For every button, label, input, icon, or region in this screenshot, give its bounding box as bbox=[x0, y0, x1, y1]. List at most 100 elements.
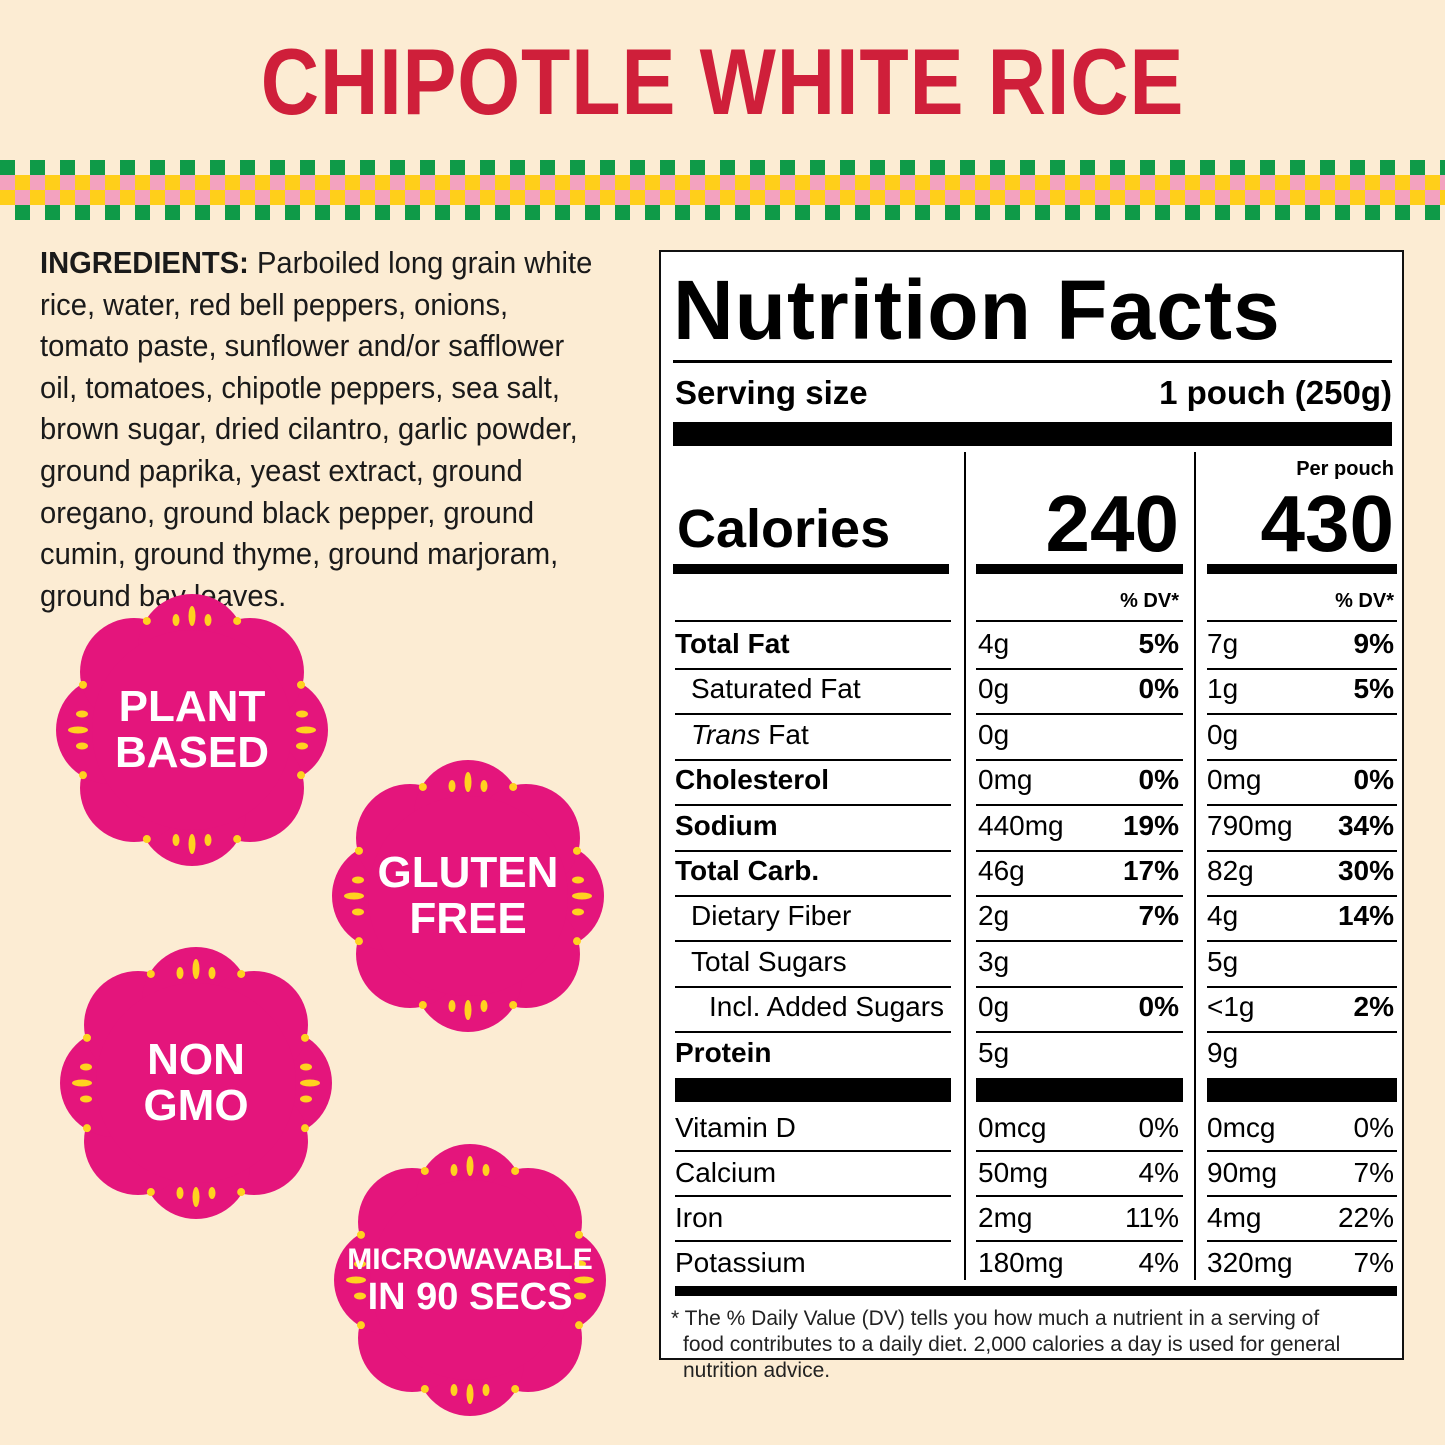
nutrient-label: Sodium bbox=[675, 809, 778, 841]
nutrient-label: Protein bbox=[675, 1036, 772, 1068]
flower-badge-shape bbox=[332, 760, 604, 1032]
row-divider bbox=[1207, 940, 1397, 943]
row-divider bbox=[976, 1031, 1183, 1034]
pouch-amount: 0mg bbox=[1207, 764, 1262, 796]
pouch-amount: <1g bbox=[1207, 991, 1255, 1023]
serving-dv: 5% bbox=[1138, 628, 1179, 659]
serving-dv: 17% bbox=[1122, 855, 1179, 886]
row-divider bbox=[675, 940, 951, 943]
pouch-dv: 0% bbox=[1353, 764, 1394, 796]
row-divider bbox=[976, 849, 1183, 852]
serving-amount: 0mg bbox=[978, 764, 1033, 796]
row-divider bbox=[1207, 1150, 1397, 1152]
badge-line1: GLUTEN bbox=[377, 848, 559, 897]
nutrient-label: Total Carb. bbox=[675, 855, 820, 886]
row-divider bbox=[976, 668, 1183, 670]
nutrition-title: Nutrition Facts bbox=[673, 263, 1281, 357]
calories-label: Calories bbox=[677, 499, 891, 559]
row-divider bbox=[976, 985, 1183, 988]
serving-amount: 0g bbox=[978, 718, 1010, 750]
flower-badge-shape bbox=[334, 1144, 606, 1416]
pouch-amount: 82g bbox=[1207, 855, 1254, 886]
row-divider bbox=[1207, 620, 1397, 622]
row-divider bbox=[1207, 668, 1397, 670]
serving-size-value: 1 pouch (250g) bbox=[1159, 374, 1392, 411]
badge-line2: IN 90 SECS bbox=[367, 1276, 573, 1318]
badge-line1: NON bbox=[147, 1035, 245, 1084]
pouch-amount: 4mg bbox=[1207, 1202, 1262, 1233]
footnote-line: food contributes to a daily diet. 2,000 … bbox=[683, 1333, 1341, 1356]
thick-divider bbox=[675, 1078, 951, 1102]
serving-dv: 0% bbox=[1138, 1112, 1179, 1143]
pouch-amount: 4g bbox=[1207, 900, 1239, 932]
pouch-dv: 14% bbox=[1337, 900, 1394, 932]
microwavable-badge: MICROWAVABLE IN 90 SECS bbox=[330, 1140, 610, 1420]
serving-amount: 46g bbox=[978, 855, 1025, 886]
row-divider bbox=[675, 668, 951, 670]
serving-dv: 0% bbox=[1138, 764, 1179, 796]
footnote-line: * The % Daily Value (DV) tells you how m… bbox=[671, 1307, 1320, 1330]
row-divider bbox=[1207, 849, 1397, 852]
serving-dv: 7% bbox=[1138, 900, 1179, 932]
serving-amount: 440mg bbox=[978, 809, 1064, 841]
serving-amount: 2g bbox=[978, 900, 1010, 932]
nutrient-label: Trans Fat bbox=[691, 719, 809, 751]
row-divider bbox=[976, 940, 1183, 943]
flower-badge-shape bbox=[56, 594, 328, 866]
serving-amount: 180mg bbox=[978, 1247, 1064, 1278]
nutrient-label: Total Sugars bbox=[691, 945, 847, 977]
pouch-amount: 0mcg bbox=[1207, 1112, 1276, 1143]
row-divider bbox=[675, 804, 951, 807]
row-divider bbox=[675, 1031, 951, 1034]
nutrition-facts-panel: Nutrition Facts Serving size 1 pouch (25… bbox=[659, 250, 1404, 1382]
calories-serving: 240 bbox=[1045, 479, 1179, 568]
vitamin-label: Potassium bbox=[675, 1247, 806, 1278]
row-divider bbox=[675, 620, 951, 622]
serving-dv: 4% bbox=[1138, 1247, 1179, 1278]
serving-amount: 0g bbox=[978, 991, 1010, 1023]
dv-header-serving: % DV* bbox=[1120, 590, 1179, 612]
serving-amount: 5g bbox=[978, 1036, 1010, 1068]
serving-dv: 0% bbox=[1138, 991, 1179, 1023]
badge-line1: PLANT bbox=[118, 682, 266, 731]
pouch-amount: 790mg bbox=[1207, 809, 1293, 841]
pouch-amount: 320mg bbox=[1207, 1247, 1293, 1278]
pouch-dv: 9% bbox=[1353, 628, 1394, 659]
thick-divider bbox=[976, 1078, 1183, 1102]
row-divider bbox=[976, 1150, 1183, 1152]
vitamin-label: Vitamin D bbox=[675, 1112, 796, 1143]
nutrient-label-text: Fat bbox=[760, 718, 809, 750]
row-divider bbox=[1207, 758, 1397, 761]
pouch-amount: 7g bbox=[1207, 628, 1239, 659]
pouch-amount: 5g bbox=[1207, 945, 1239, 977]
pouch-dv: 7% bbox=[1353, 1157, 1394, 1188]
row-divider bbox=[976, 1240, 1183, 1242]
serving-amount: 50mg bbox=[978, 1157, 1049, 1188]
row-divider bbox=[675, 849, 951, 852]
serving-amount: 4g bbox=[978, 628, 1010, 659]
serving-amount: 3g bbox=[978, 945, 1010, 977]
nutrient-label: Dietary Fiber bbox=[691, 900, 852, 932]
flower-badge-shape bbox=[60, 947, 332, 1219]
serving-amount: 0g bbox=[978, 673, 1010, 705]
serving-dv: 11% bbox=[1125, 1202, 1179, 1233]
pouch-amount: 9g bbox=[1207, 1036, 1239, 1068]
gluten-free-badge: GLUTEN FREE bbox=[328, 756, 608, 1036]
checker-border bbox=[0, 160, 1445, 220]
serving-dv: 0% bbox=[1138, 673, 1179, 705]
row-divider bbox=[1207, 895, 1397, 897]
bottom-bar bbox=[675, 1286, 1397, 1296]
calories-pouch: 430 bbox=[1260, 479, 1394, 568]
vitamin-label: Iron bbox=[675, 1202, 724, 1233]
row-divider bbox=[675, 1240, 951, 1242]
serving-dv: 19% bbox=[1122, 809, 1179, 841]
pouch-amount: 0g bbox=[1207, 718, 1239, 750]
pouch-dv: 2% bbox=[1353, 991, 1394, 1023]
row-divider bbox=[1207, 1031, 1397, 1034]
serving-amount: 0mcg bbox=[978, 1112, 1047, 1143]
footnote: * The % Daily Value (DV) tells you how m… bbox=[671, 1306, 1396, 1384]
row-divider bbox=[1207, 1240, 1397, 1242]
row-divider bbox=[675, 1195, 951, 1197]
nutrient-label: Cholesterol bbox=[675, 764, 830, 796]
nutrient-label: Saturated Fat bbox=[691, 673, 861, 705]
